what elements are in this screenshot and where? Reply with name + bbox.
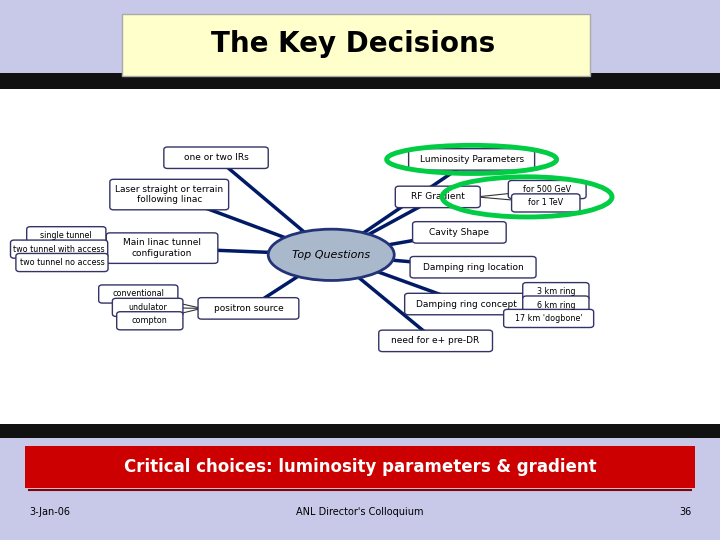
Text: 17 km 'dogbone': 17 km 'dogbone'	[515, 314, 582, 323]
Text: 36: 36	[679, 507, 691, 517]
Text: for 500 GeV: for 500 GeV	[523, 185, 571, 194]
FancyBboxPatch shape	[0, 424, 720, 438]
Text: one or two IRs: one or two IRs	[184, 153, 248, 162]
Text: Damping ring location: Damping ring location	[423, 263, 523, 272]
FancyBboxPatch shape	[27, 227, 106, 245]
FancyBboxPatch shape	[99, 285, 178, 303]
Text: 3 km ring: 3 km ring	[536, 287, 575, 296]
FancyBboxPatch shape	[0, 89, 720, 424]
Text: RF Gradient: RF Gradient	[411, 192, 464, 201]
FancyBboxPatch shape	[379, 330, 492, 352]
FancyBboxPatch shape	[110, 179, 229, 210]
FancyBboxPatch shape	[164, 147, 269, 168]
Ellipse shape	[269, 229, 395, 280]
FancyBboxPatch shape	[25, 446, 695, 488]
Text: need for e+ pre-DR: need for e+ pre-DR	[392, 336, 480, 346]
Text: Critical choices: luminosity parameters & gradient: Critical choices: luminosity parameters …	[124, 457, 596, 476]
Text: Cavity Shape: Cavity Shape	[429, 228, 490, 237]
FancyBboxPatch shape	[413, 221, 506, 243]
FancyBboxPatch shape	[504, 309, 594, 327]
FancyBboxPatch shape	[395, 186, 480, 208]
FancyBboxPatch shape	[117, 312, 183, 330]
FancyBboxPatch shape	[508, 180, 586, 199]
Text: Top Questions: Top Questions	[292, 250, 370, 260]
Text: ANL Director's Colloquium: ANL Director's Colloquium	[296, 507, 424, 517]
Text: conventional: conventional	[112, 289, 164, 299]
Text: The Key Decisions: The Key Decisions	[211, 30, 495, 58]
FancyBboxPatch shape	[122, 14, 590, 76]
FancyBboxPatch shape	[0, 73, 720, 89]
Text: single tunnel: single tunnel	[40, 231, 92, 240]
FancyBboxPatch shape	[11, 240, 108, 258]
Text: undulator: undulator	[128, 303, 167, 312]
FancyBboxPatch shape	[107, 233, 218, 264]
FancyBboxPatch shape	[410, 256, 536, 278]
FancyBboxPatch shape	[409, 148, 535, 170]
FancyBboxPatch shape	[512, 194, 580, 212]
Text: two tunnel with access: two tunnel with access	[13, 245, 105, 254]
Text: Damping ring concept: Damping ring concept	[416, 300, 517, 308]
FancyBboxPatch shape	[16, 253, 108, 272]
Text: Main linac tunnel
configuration: Main linac tunnel configuration	[123, 239, 201, 258]
Text: two tunnel no access: two tunnel no access	[19, 258, 104, 267]
Text: Laser straight or terrain
following linac: Laser straight or terrain following lina…	[115, 185, 223, 204]
Text: compton: compton	[132, 316, 168, 325]
FancyBboxPatch shape	[198, 298, 299, 319]
FancyBboxPatch shape	[523, 296, 589, 314]
FancyBboxPatch shape	[405, 293, 528, 315]
Text: positron source: positron source	[214, 304, 283, 313]
Text: Luminosity Parameters: Luminosity Parameters	[420, 155, 523, 164]
FancyBboxPatch shape	[112, 298, 183, 316]
Text: 6 km ring: 6 km ring	[536, 301, 575, 309]
FancyBboxPatch shape	[523, 282, 589, 301]
Text: for 1 TeV: for 1 TeV	[528, 198, 563, 207]
Text: 3-Jan-06: 3-Jan-06	[29, 507, 70, 517]
